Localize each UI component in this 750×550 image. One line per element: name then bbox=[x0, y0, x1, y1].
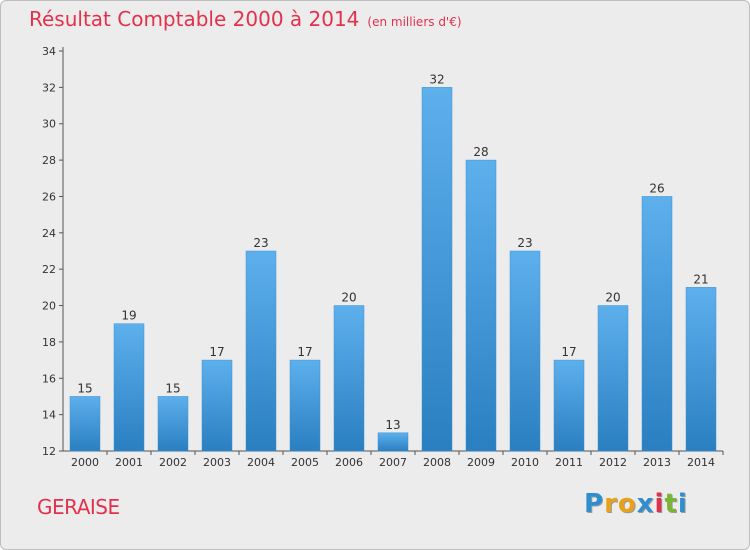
x-tick-label: 2007 bbox=[379, 456, 407, 469]
x-tick-label: 2002 bbox=[159, 456, 187, 469]
bar-value-label: 17 bbox=[297, 345, 312, 359]
bar-value-label: 15 bbox=[77, 381, 92, 395]
y-tick-label: 34 bbox=[42, 45, 56, 58]
bar-2014 bbox=[685, 287, 717, 452]
bar-2009 bbox=[465, 159, 497, 452]
bar-2001 bbox=[113, 323, 145, 452]
bar-2006 bbox=[333, 305, 365, 452]
bar-value-label: 21 bbox=[693, 272, 708, 286]
logo-letter: r bbox=[604, 489, 618, 519]
bar-value-label: 17 bbox=[561, 345, 576, 359]
x-tick-label: 2006 bbox=[335, 456, 363, 469]
logo-letter: i bbox=[654, 489, 665, 519]
bar-value-label: 28 bbox=[473, 145, 488, 159]
bar-value-label: 13 bbox=[385, 418, 400, 432]
y-tick-label: 32 bbox=[42, 81, 56, 94]
bar-value-label: 20 bbox=[605, 291, 620, 305]
bar-value-label: 19 bbox=[121, 309, 136, 323]
bar-2011 bbox=[553, 359, 585, 452]
y-tick-label: 26 bbox=[42, 190, 56, 203]
x-tick-label: 2001 bbox=[115, 456, 143, 469]
bar-2007 bbox=[377, 432, 409, 452]
y-tick-label: 14 bbox=[42, 409, 56, 422]
bar-value-label: 32 bbox=[429, 72, 444, 86]
x-tick-label: 2013 bbox=[643, 456, 671, 469]
bar-2005 bbox=[289, 359, 321, 452]
x-tick-label: 2000 bbox=[71, 456, 99, 469]
bar-2003 bbox=[201, 359, 233, 452]
x-tick-label: 2010 bbox=[511, 456, 539, 469]
y-tick-label: 16 bbox=[42, 372, 56, 385]
y-tick-label: 12 bbox=[42, 445, 56, 458]
chart-title: Résultat Comptable 2000 à 2014 (en millie… bbox=[29, 7, 462, 31]
x-tick-label: 2008 bbox=[423, 456, 451, 469]
bar-value-label: 23 bbox=[517, 236, 532, 250]
bar-value-label: 20 bbox=[341, 291, 356, 305]
x-tick-label: 2012 bbox=[599, 456, 627, 469]
commune-name: GERAISE bbox=[37, 495, 120, 519]
logo-letter: o bbox=[617, 489, 637, 519]
chart-title-text: Résultat Comptable 2000 à 2014 bbox=[29, 7, 360, 31]
bar-2004 bbox=[245, 250, 277, 452]
x-tick-label: 2003 bbox=[203, 456, 231, 469]
x-tick-label: 2009 bbox=[467, 456, 495, 469]
bar-2013 bbox=[641, 196, 673, 452]
logo-letter: t bbox=[664, 489, 678, 519]
logo-letter: x bbox=[636, 489, 655, 519]
y-tick-label: 28 bbox=[42, 154, 56, 167]
y-tick-label: 20 bbox=[42, 300, 56, 313]
logo-letter: P bbox=[584, 489, 605, 519]
bar-value-label: 26 bbox=[649, 181, 664, 195]
bar-2000 bbox=[69, 396, 101, 452]
bar-2012 bbox=[597, 305, 629, 452]
proxiti-logo[interactable]: Proxiti bbox=[584, 489, 688, 519]
x-tick-label: 2014 bbox=[687, 456, 715, 469]
chart-subtitle: (en milliers d'€) bbox=[367, 15, 462, 29]
bar-2010 bbox=[509, 250, 541, 452]
bar-2008 bbox=[421, 87, 453, 452]
logo-letter: i bbox=[677, 489, 688, 519]
y-tick-label: 30 bbox=[42, 118, 56, 131]
y-tick-label: 18 bbox=[42, 336, 56, 349]
bar-value-label: 23 bbox=[253, 236, 268, 250]
x-tick-label: 2005 bbox=[291, 456, 319, 469]
bar-value-label: 15 bbox=[165, 381, 180, 395]
bar-2002 bbox=[157, 396, 189, 452]
y-tick-label: 24 bbox=[42, 227, 56, 240]
bar-value-label: 17 bbox=[209, 345, 224, 359]
x-tick-label: 2004 bbox=[247, 456, 275, 469]
y-tick-label: 22 bbox=[42, 263, 56, 276]
x-tick-label: 2011 bbox=[555, 456, 583, 469]
